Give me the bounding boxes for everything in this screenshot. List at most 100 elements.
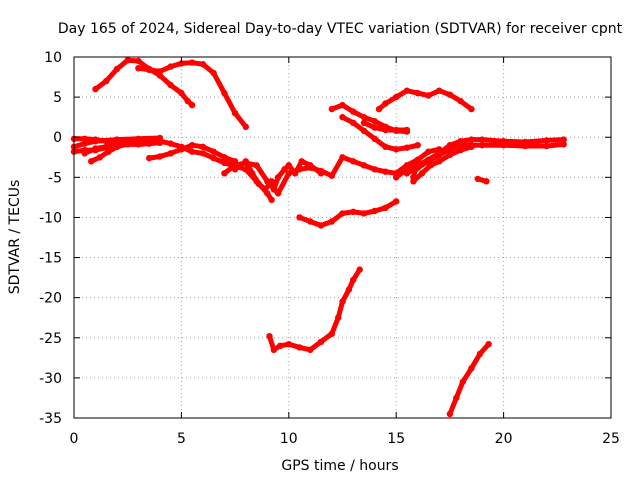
data-point	[350, 158, 357, 165]
data-point	[543, 142, 550, 150]
series-track-7	[88, 140, 131, 165]
data-point	[156, 153, 164, 160]
data-point	[242, 158, 249, 165]
data-point	[135, 141, 142, 148]
data-point	[268, 196, 275, 203]
data-point	[135, 65, 142, 72]
series-track-8	[146, 142, 239, 165]
series-track-16	[375, 87, 475, 113]
data-point	[371, 124, 378, 131]
data-point	[425, 148, 432, 155]
data-point	[468, 143, 475, 150]
x-axis-label: GPS time / hours	[281, 458, 398, 474]
data-point	[221, 89, 228, 97]
data-point	[457, 97, 464, 105]
data-point	[382, 143, 389, 150]
series-track-23	[446, 341, 492, 418]
y-tick-label: 0	[53, 130, 62, 146]
data-point	[231, 166, 239, 173]
data-point	[113, 143, 121, 150]
data-point	[459, 378, 466, 386]
data-point	[425, 92, 432, 99]
data-point	[478, 136, 486, 143]
data-point	[103, 138, 110, 145]
data-point	[478, 142, 486, 149]
data-point	[339, 114, 346, 121]
data-point	[81, 135, 88, 142]
y-tick-label: 5	[53, 90, 62, 106]
data-point	[268, 178, 275, 185]
data-point	[521, 142, 529, 150]
data-point	[393, 93, 400, 101]
series-track-15	[360, 119, 411, 134]
y-tick-label: -35	[39, 411, 62, 427]
data-point	[92, 136, 99, 143]
data-point	[476, 350, 484, 357]
data-point	[350, 108, 357, 115]
data-point	[178, 60, 185, 67]
data-point	[298, 158, 305, 165]
y-tick-label: -25	[39, 331, 62, 347]
x-tick-label: 5	[177, 431, 186, 447]
data-point	[255, 180, 262, 187]
y-tick-label: -30	[39, 371, 62, 387]
data-point	[184, 97, 191, 105]
data-point	[356, 266, 363, 273]
data-point	[436, 158, 443, 165]
y-tick-label: -20	[39, 291, 62, 307]
grid-lines	[74, 57, 611, 418]
data-point	[167, 140, 174, 147]
data-point	[360, 119, 368, 127]
data-point	[360, 210, 368, 217]
data-point	[81, 140, 88, 147]
y-tick-label: -10	[39, 210, 62, 226]
data-point	[436, 87, 443, 94]
data-point	[328, 218, 335, 225]
data-point	[483, 178, 490, 185]
x-tick-label: 25	[602, 431, 620, 447]
x-tick-label: 15	[387, 431, 405, 447]
data-point	[221, 154, 228, 161]
data-point	[92, 146, 99, 154]
data-point	[412, 166, 419, 173]
y-tick-label: -5	[48, 170, 62, 186]
data-point	[453, 394, 460, 402]
series-track-18	[403, 141, 567, 177]
data-point	[307, 218, 314, 225]
x-tick-label: 10	[280, 431, 298, 447]
x-tick-label: 0	[70, 431, 79, 447]
data-point	[277, 342, 284, 349]
data-point	[88, 158, 95, 165]
data-point	[403, 144, 411, 151]
data-point	[199, 143, 207, 150]
data-point	[266, 333, 273, 340]
data-point	[335, 314, 342, 321]
data-point	[446, 410, 454, 418]
data-point	[457, 142, 464, 149]
data-point	[382, 100, 389, 107]
data-point	[371, 135, 378, 142]
data-point	[178, 89, 185, 97]
data-point	[360, 127, 368, 134]
data-point	[199, 150, 207, 157]
data-point	[296, 214, 303, 221]
data-point	[375, 105, 383, 113]
data-point	[350, 276, 357, 284]
data-point	[221, 170, 228, 177]
data-point	[371, 207, 378, 215]
data-point	[468, 136, 475, 143]
data-point	[124, 140, 131, 147]
data-point	[339, 210, 346, 217]
data-point	[81, 146, 88, 154]
data-point	[339, 298, 346, 305]
data-point	[285, 170, 292, 177]
data-point	[96, 154, 104, 161]
data-point	[210, 148, 217, 155]
series-track-22	[266, 266, 363, 353]
data-point	[414, 142, 421, 149]
data-point	[427, 162, 434, 169]
data-point	[328, 105, 335, 113]
data-point	[199, 60, 207, 68]
data-point	[360, 162, 368, 169]
data-point	[543, 137, 550, 144]
